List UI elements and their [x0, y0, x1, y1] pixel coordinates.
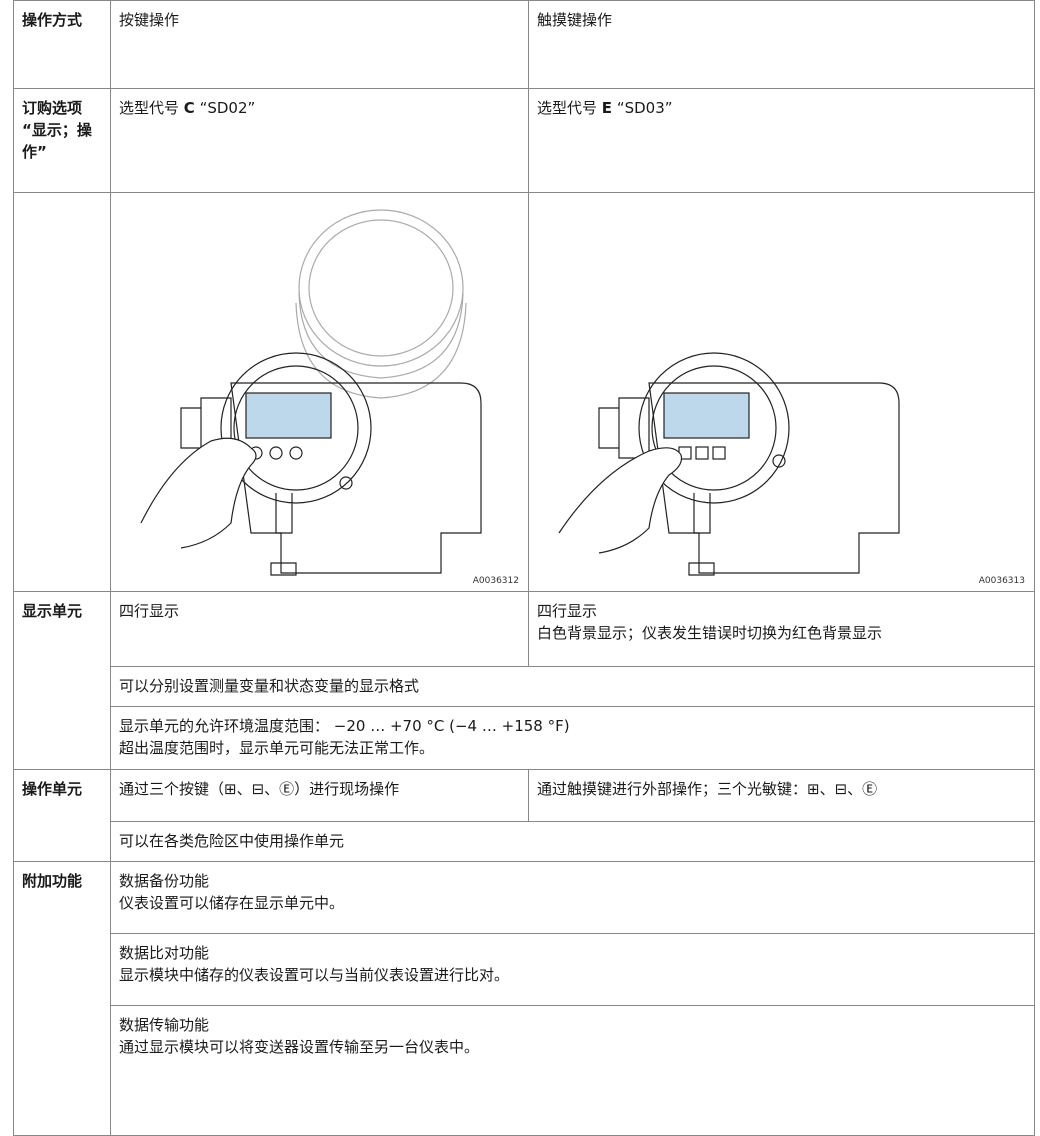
display-row: 可以分别设置测量变量和状态变量的显示格式 — [14, 666, 1035, 707]
display-row: 显示单元 四行显示 四行显示白色背景显示；仪表发生错误时切换为红色背景显示 — [13, 591, 1035, 770]
screen — [245, 392, 332, 439]
device-illustration: A0036313 — [558, 352, 1025, 586]
function-row: 数据传输功能通过显示模块可以将变送器设置传输至另一台仪表中。 — [14, 1005, 1035, 1136]
text-line: 可以分别设置测量变量和状态变量的显示格式 — [119, 677, 420, 695]
operation-cell: 通过三个按键（⊞、⊟、Ⓔ）进行现场操作 — [110, 769, 529, 822]
connector — [270, 493, 297, 576]
screw — [339, 476, 353, 490]
connector — [688, 493, 715, 576]
function-row: 附加功能 数据备份功能仪表设置可以储存在显示单元中。 — [13, 861, 1035, 1136]
operation-cell: 通过触摸键进行外部操作；三个光敏键：⊞、⊟、Ⓔ — [528, 769, 1035, 822]
text-line: 四行显示 — [119, 602, 180, 620]
header-cell: 操作方式 — [13, 0, 111, 89]
image-row: A0036312 A0036313 — [13, 192, 1035, 592]
touch-key — [712, 446, 726, 460]
function-cell: 数据比对功能显示模块中储存的仪表设置可以与当前仪表设置进行比对。 — [110, 933, 1035, 1006]
order-row: 订购选项“显示；操作” 选型代号 C “SD02” 选型代号 E “SD03” — [13, 88, 1035, 193]
row-label: 操作单元 — [13, 769, 111, 862]
text-line: 数据传输功能 — [119, 1016, 210, 1034]
header-cell: 按键操作 — [110, 0, 529, 89]
row-label: 订购选项“显示；操作” — [13, 88, 111, 193]
operation-cell: 可以在各类危险区中使用操作单元 — [110, 821, 1035, 862]
text-line: 超出温度范围时，显示单元可能无法正常工作。 — [119, 739, 435, 757]
housing — [648, 382, 900, 574]
text-line: 通过显示模块可以将变送器设置传输至另一台仪表中。 — [119, 1038, 480, 1056]
button — [269, 446, 283, 460]
order-code: E — [601, 99, 613, 117]
text-line: 白色背景显示；仪表发生错误时切换为红色背景显示 — [537, 624, 883, 642]
order-prefix: 选型代号 — [119, 99, 180, 117]
row-label: 附加功能 — [13, 861, 111, 1136]
image-cell: A0036312 — [110, 192, 529, 592]
order-suffix: “SD03” — [616, 99, 673, 117]
label-text: 显示单元 — [22, 602, 83, 620]
hand — [140, 437, 257, 549]
display-cell: 四行显示白色背景显示；仪表发生错误时切换为红色背景显示 — [528, 591, 1035, 667]
screen — [663, 392, 750, 439]
header-text: 操作方式 — [22, 11, 83, 29]
order-cell: 选型代号 C “SD02” — [110, 88, 529, 193]
row-label: 显示单元 — [13, 591, 111, 770]
display-row: 显示单元的允许环境温度范围： −20 … +70 °C (−4 … +158 °… — [14, 706, 1035, 770]
cover — [295, 209, 467, 399]
display-cell: 显示单元的允许环境温度范围： −20 … +70 °C (−4 … +158 °… — [110, 706, 1035, 770]
order-code: C — [183, 99, 195, 117]
header-row: 操作方式 按键操作 触摸键操作 — [13, 0, 1035, 89]
text-line: 可以在各类危险区中使用操作单元 — [119, 832, 345, 850]
operation-row: 可以在各类危险区中使用操作单元 — [14, 821, 1035, 862]
text-line: 显示模块中储存的仪表设置可以与当前仪表设置进行比对。 — [119, 966, 510, 984]
operation-row: 操作单元 通过三个按键（⊞、⊟、Ⓔ）进行现场操作 通过触摸键进行外部操作；三个光… — [13, 769, 1035, 862]
text-line: 仪表设置可以储存在显示单元中。 — [119, 894, 345, 912]
text-line: 通过三个按键（⊞、⊟、Ⓔ）进行现场操作 — [119, 780, 400, 798]
order-cell: 选型代号 E “SD03” — [528, 88, 1035, 193]
text-line: 数据备份功能 — [119, 872, 210, 890]
label-text: 订购选项“显示；操作” — [22, 99, 92, 161]
screw — [772, 454, 786, 468]
label-text: 附加功能 — [22, 872, 83, 890]
feature-table: 操作方式 按键操作 触摸键操作 订购选项“显示；操作” 选型代号 C “SD02… — [13, 0, 1035, 1136]
image-code: A0036313 — [979, 576, 1025, 586]
button — [289, 446, 303, 460]
display-ring — [651, 365, 777, 491]
hand — [558, 447, 683, 554]
header-text: 按键操作 — [119, 11, 180, 29]
display-ring — [638, 352, 790, 504]
text-line: 数据比对功能 — [119, 944, 210, 962]
text-line: 通过触摸键进行外部操作；三个光敏键：⊞、⊟、Ⓔ — [537, 780, 878, 798]
header-cell: 触摸键操作 — [528, 0, 1035, 89]
display-cell: 可以分别设置测量变量和状态变量的显示格式 — [110, 666, 1035, 707]
text-line: 四行显示 — [537, 602, 598, 620]
device-illustration: A0036312 — [140, 209, 519, 586]
header-text: 触摸键操作 — [537, 11, 613, 29]
function-row: 数据比对功能显示模块中储存的仪表设置可以与当前仪表设置进行比对。 — [14, 933, 1035, 1006]
display-ring — [233, 365, 359, 491]
empty-cell — [13, 192, 111, 592]
label-text: 操作单元 — [22, 780, 83, 798]
function-cell: 数据备份功能仪表设置可以储存在显示单元中。 — [110, 861, 1035, 934]
text-line: 显示单元的允许环境温度范围： −20 … +70 °C (−4 … +158 °… — [119, 717, 570, 735]
function-cell: 数据传输功能通过显示模块可以将变送器设置传输至另一台仪表中。 — [110, 1005, 1035, 1136]
order-prefix: 选型代号 — [537, 99, 598, 117]
image-code: A0036312 — [473, 576, 519, 586]
touch-key — [695, 446, 709, 460]
housing — [230, 382, 482, 574]
image-cell: A0036313 — [528, 192, 1035, 592]
display-cell: 四行显示 — [110, 591, 529, 667]
display-ring — [220, 352, 372, 504]
order-suffix: “SD02” — [199, 99, 256, 117]
